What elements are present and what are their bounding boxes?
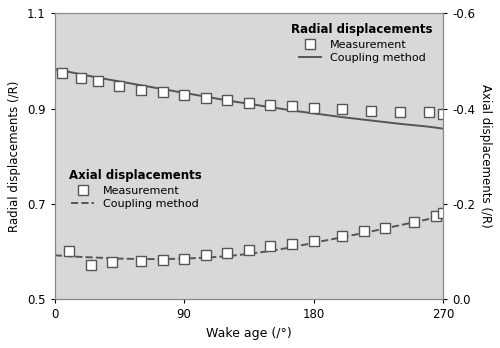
X-axis label: Wake age (/°): Wake age (/°) (206, 327, 292, 340)
Y-axis label: Axial displacements (/R): Axial displacements (/R) (478, 84, 492, 228)
Y-axis label: Radial displacements (/R): Radial displacements (/R) (8, 80, 22, 232)
Legend: Measurement, Coupling method: Measurement, Coupling method (64, 165, 206, 214)
